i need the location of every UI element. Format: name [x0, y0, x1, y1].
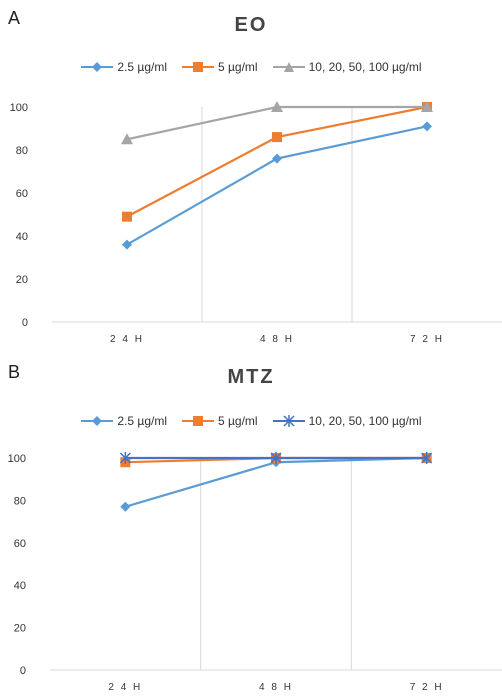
x-tick-label: 7 2 H [410, 334, 444, 345]
legend-label: 10, 20, 50, 100 µg/ml [308, 414, 422, 428]
y-tick-label: 60 [14, 538, 26, 550]
legend-square-icon [182, 416, 214, 426]
legend-item: 10, 20, 50, 100 µg/ml [272, 60, 422, 74]
x-tick-label: 2 4 H [110, 334, 144, 345]
legend-label: 2.5 µg/ml [117, 414, 167, 428]
y-tick-label: 0 [22, 317, 28, 329]
panel-label: B [8, 362, 21, 382]
panel-a: A EO 2.5 µg/ml 5 µg/ml 10, 20, 50, 100 µ… [0, 8, 502, 345]
legend-item: 10, 20, 50, 100 µg/ml [272, 414, 422, 428]
y-tick-label: 100 [10, 102, 28, 114]
y-tick-label: 60 [16, 188, 28, 200]
series-line [126, 125, 428, 246]
legend-asterisk-icon [272, 415, 305, 427]
legend-label: 10, 20, 50, 100 µg/ml [308, 60, 422, 74]
x-tick-label: 4 8 H [260, 334, 294, 345]
x-tick-label: 7 2 H [410, 682, 444, 693]
chart-title: EO [234, 14, 268, 36]
series [119, 452, 433, 464]
panel-label: A [8, 8, 21, 28]
panel-b: B MTZ 2.5 µg/ml 5 µg/ml 10, 20, 50, 100 … [0, 348, 502, 696]
line-chart-eo: 0 20 40 60 80 100 2 4 H 4 8 H 7 2 H [10, 101, 502, 345]
y-tick-label: 20 [14, 623, 26, 635]
legend-label: 2.5 µg/ml [117, 60, 167, 74]
y-tick-label: 80 [14, 495, 26, 507]
legend-label: 5 µg/ml [218, 60, 258, 74]
series [122, 121, 432, 250]
legend-diamond-icon [81, 62, 114, 72]
y-tick-label: 80 [16, 145, 28, 157]
data-point [421, 452, 433, 464]
data-point [271, 101, 283, 112]
legend-label: 5 µg/ml [218, 414, 258, 428]
data-point [272, 153, 282, 164]
legend-item: 2.5 µg/ml [80, 414, 167, 428]
legend-triangle-icon [272, 62, 305, 72]
y-tick-label: 100 [8, 453, 26, 465]
legend-item: 5 µg/ml [181, 60, 258, 74]
data-point [119, 452, 131, 464]
data-point [422, 121, 432, 132]
data-point [120, 501, 131, 512]
legend: 2.5 µg/ml 5 µg/ml 10, 20, 50, 100 µg/ml [0, 414, 502, 428]
legend-diamond-icon [81, 416, 114, 426]
data-point [122, 239, 132, 250]
data-point [270, 452, 282, 464]
data-point [421, 101, 433, 112]
x-tick-label: 2 4 H [108, 682, 142, 693]
y-tick-label: 40 [14, 580, 26, 592]
x-tick-label: 4 8 H [259, 682, 293, 693]
legend-item: 5 µg/ml [181, 414, 258, 428]
line-chart-mtz: 0 20 40 60 80 100 2 4 H 4 8 H 7 2 H [8, 452, 502, 693]
legend-square-icon [182, 62, 214, 72]
legend-item: 2.5 µg/ml [80, 60, 167, 74]
y-tick-label: 0 [20, 665, 26, 677]
data-point [272, 132, 282, 143]
y-tick-label: 20 [16, 274, 28, 286]
series [121, 101, 433, 145]
legend: 2.5 µg/ml 5 µg/ml 10, 20, 50, 100 µg/ml [0, 60, 502, 74]
chart-title: MTZ [227, 366, 275, 388]
y-tick-label: 40 [16, 231, 28, 243]
data-point [121, 133, 133, 145]
data-point [122, 211, 132, 222]
